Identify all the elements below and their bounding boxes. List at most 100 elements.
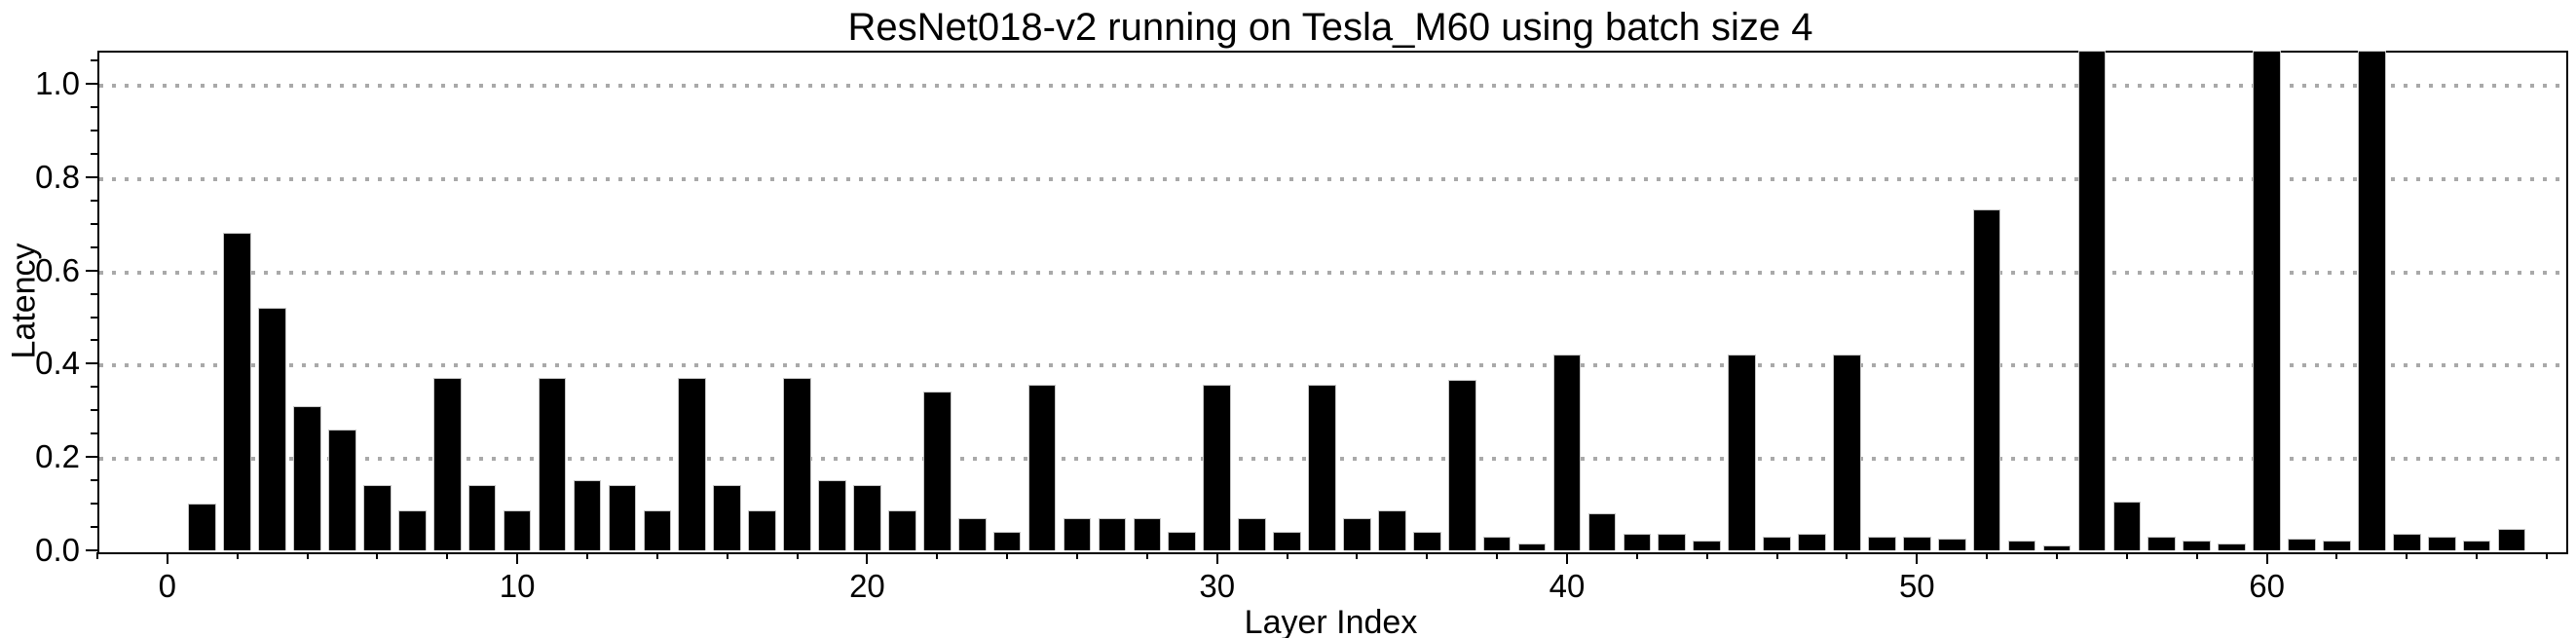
x-minor-tick-8 — [446, 552, 449, 559]
bar-layer-62 — [2323, 541, 2351, 550]
y-minor-tick-0.3 — [91, 409, 97, 412]
gridline-y-0.8 — [99, 176, 2566, 181]
bar-layer-24 — [992, 531, 1022, 550]
x-tick-60 — [2265, 552, 2268, 564]
x-minor-tick-62 — [2335, 552, 2338, 559]
y-minor-tick-0.95 — [91, 105, 97, 108]
y-tick-0.6 — [86, 269, 97, 272]
bar-layer-9 — [467, 484, 497, 550]
bar-layer-66 — [2462, 541, 2491, 550]
y-tick-label-0.0: 0.0 — [35, 532, 80, 568]
bar-layer-39 — [1517, 543, 1547, 550]
x-minor-tick-22 — [936, 552, 939, 559]
bar-layer-49 — [1868, 536, 1896, 550]
bar-layer-8 — [432, 377, 462, 550]
x-minor-tick-2 — [236, 552, 239, 559]
y-minor-tick-0.55 — [91, 292, 97, 295]
x-minor-tick-34 — [1356, 552, 1359, 559]
x-minor-tick-44 — [1705, 552, 1708, 559]
x-tick-label-30: 30 — [1199, 568, 1236, 604]
bar-layer-65 — [2427, 536, 2456, 550]
bar-layer-67 — [2497, 529, 2526, 550]
bar-layer-7 — [398, 510, 427, 550]
bar-layer-18 — [783, 377, 811, 550]
x-axis-label: Layer Index — [1244, 604, 1418, 638]
bar-layer-22 — [922, 392, 952, 550]
y-tick-label-0.2: 0.2 — [35, 438, 80, 475]
bar-layer-28 — [1133, 517, 1162, 550]
x-minor-tick-38 — [1496, 552, 1499, 559]
y-tick-label-0.8: 0.8 — [35, 158, 80, 195]
bar-layer-34 — [1343, 517, 1371, 550]
bar-layer-11 — [538, 377, 567, 550]
bar-layer-1 — [188, 504, 217, 550]
bar-layer-43 — [1658, 534, 1687, 550]
bar-layer-5 — [328, 429, 356, 550]
x-tick-label-50: 50 — [1898, 568, 1935, 604]
x-minor-tick--2 — [96, 552, 98, 559]
bar-layer-46 — [1763, 536, 1791, 550]
x-minor-tick-68 — [2546, 552, 2549, 559]
bar-layer-25 — [1027, 385, 1057, 550]
bar-layer-42 — [1623, 534, 1652, 550]
bar-layer-59 — [2218, 543, 2246, 550]
x-minor-tick-64 — [2406, 552, 2408, 559]
bar-layer-26 — [1063, 517, 1092, 550]
bar-layer-32 — [1273, 531, 1301, 550]
bar-layer-21 — [888, 510, 916, 550]
chart-title: ResNet018-v2 running on Tesla_M60 using … — [847, 6, 1813, 49]
y-minor-tick-0.45 — [91, 339, 97, 342]
y-tick-0.2 — [86, 456, 97, 459]
bar-layer-44 — [1693, 541, 1722, 550]
y-minor-tick-0.25 — [91, 432, 97, 435]
x-minor-tick-48 — [1846, 552, 1848, 559]
bar-layer-12 — [573, 480, 602, 550]
y-minor-tick-0.1 — [91, 503, 97, 506]
x-tick-label-40: 40 — [1549, 568, 1586, 604]
y-tick-label-1.0: 1.0 — [35, 65, 80, 101]
x-minor-tick-28 — [1145, 552, 1148, 559]
bar-layer-19 — [818, 480, 846, 550]
bar-layer-31 — [1238, 517, 1266, 550]
y-tick-label-0.6: 0.6 — [35, 251, 80, 288]
y-tick-0.8 — [86, 175, 97, 178]
x-minor-tick-18 — [796, 552, 799, 559]
bar-layer-50 — [1902, 536, 1931, 550]
bar-layer-27 — [1098, 517, 1127, 550]
bar-layer-30 — [1203, 385, 1232, 550]
bar-layer-3 — [258, 307, 286, 550]
y-tick-0 — [86, 549, 97, 551]
x-minor-tick-12 — [586, 552, 588, 559]
y-minor-tick-1.05 — [91, 59, 97, 62]
y-tick-label-0.4: 0.4 — [35, 345, 80, 382]
bar-layer-41 — [1587, 512, 1617, 550]
bar-layer-14 — [643, 510, 672, 550]
x-minor-tick-4 — [306, 552, 309, 559]
x-tick-label-0: 0 — [158, 568, 177, 604]
bar-layer-16 — [713, 484, 742, 550]
bar-layer-40 — [1552, 354, 1582, 550]
x-minor-tick-26 — [1076, 552, 1078, 559]
x-tick-40 — [1566, 552, 1569, 564]
x-minor-tick-52 — [1986, 552, 1989, 559]
bar-layer-10 — [503, 510, 532, 550]
bar-layer-2 — [223, 233, 251, 550]
y-minor-tick-0.5 — [91, 316, 97, 319]
x-tick-label-20: 20 — [849, 568, 885, 604]
x-minor-tick-42 — [1635, 552, 1638, 559]
bar-layer-38 — [1482, 536, 1512, 550]
bar-layer-20 — [853, 484, 881, 550]
bar-layer-35 — [1378, 510, 1406, 550]
y-minor-tick-0.65 — [91, 245, 97, 248]
bar-layer-64 — [2392, 534, 2421, 550]
x-tick-50 — [1916, 552, 1919, 564]
bar-layer-45 — [1728, 354, 1756, 550]
bar-layer-60 — [2253, 51, 2281, 550]
bar-layer-56 — [2112, 501, 2142, 550]
y-minor-tick-0.05 — [91, 526, 97, 529]
bar-layer-58 — [2183, 541, 2212, 550]
bar-layer-54 — [2042, 545, 2072, 550]
y-minor-tick-0.15 — [91, 479, 97, 482]
y-tick-1 — [86, 83, 97, 85]
